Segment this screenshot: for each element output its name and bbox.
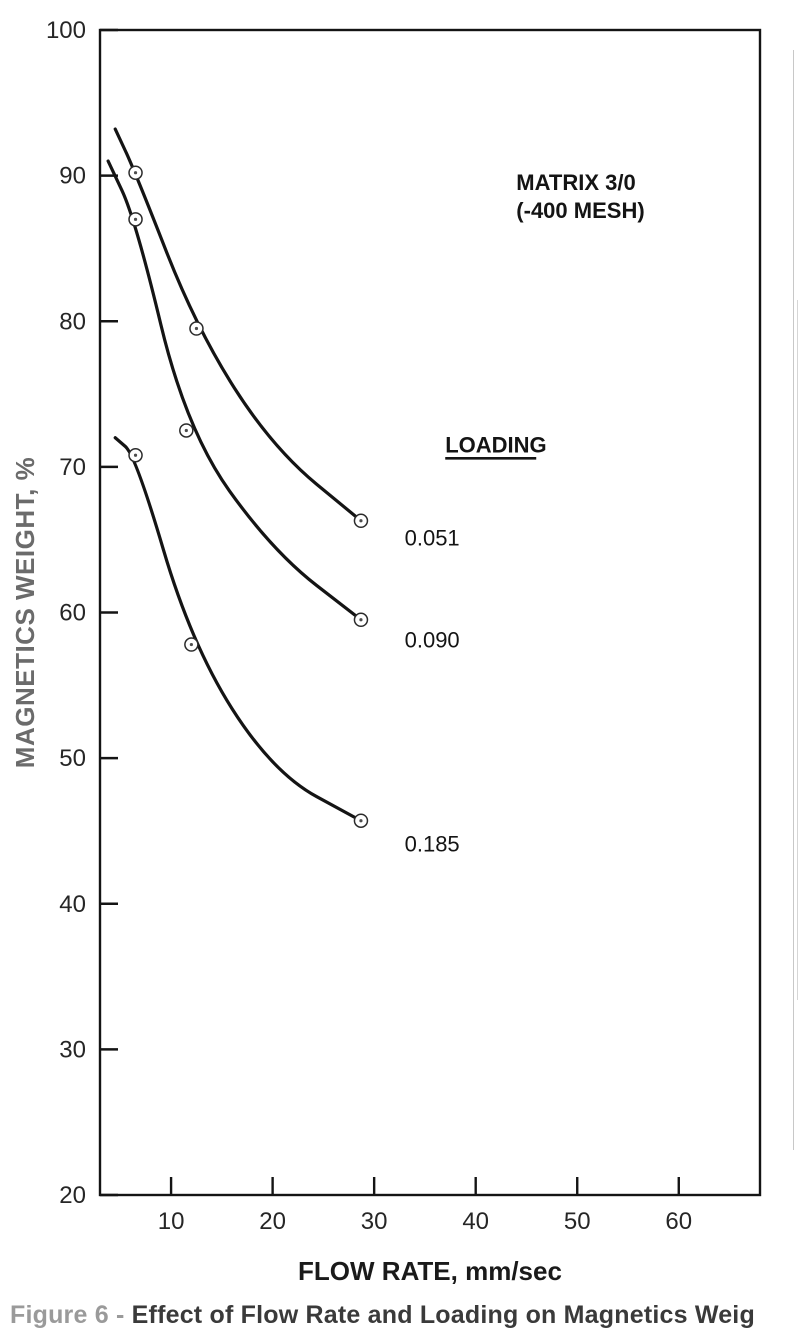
y-tick-label: 90	[59, 163, 86, 190]
y-tick-label: 80	[59, 308, 86, 335]
figure-caption: Figure 6 - Effect of Flow Rate and Loadi…	[0, 1301, 800, 1330]
series-2-label: 0.185	[405, 832, 460, 857]
series-line-0	[115, 129, 361, 521]
y-tick-label: 50	[59, 745, 86, 772]
caption-prefix: Figure 6 -	[10, 1301, 132, 1329]
y-tick-label: 100	[46, 17, 86, 44]
y-tick-label: 60	[59, 600, 86, 627]
matrix-annotation-line1: MATRIX 3/0	[516, 170, 635, 195]
y-tick-label: 20	[59, 1182, 86, 1209]
x-tick-label: 40	[462, 1208, 489, 1235]
x-axis-title: FLOW RATE, mm/sec	[298, 1256, 562, 1286]
x-tick-label: 10	[158, 1208, 185, 1235]
x-tick-label: 50	[564, 1208, 591, 1235]
y-tick-label: 70	[59, 454, 86, 481]
series-1-label: 0.090	[405, 628, 460, 653]
y-axis-title: MAGNETICS WEIGHT, %	[10, 457, 40, 768]
chart-container: 10 20 30 40 50 60 20 30 40 50 60 70 80 90 100 FLOW RATE…	[0, 0, 800, 1336]
y-tick-label: 30	[59, 1036, 86, 1063]
x-tick-label: 30	[361, 1208, 388, 1235]
matrix-annotation-line2: (-400 MESH)	[516, 198, 644, 223]
series-0-label: 0.051	[405, 526, 460, 551]
chart-svg: 10 20 30 40 50 60 20 30 40 50 60 70 80 90 100 FLOW RATE…	[0, 0, 800, 1336]
plot-border	[100, 30, 760, 1195]
series-line-2	[115, 438, 361, 821]
loading-label: LOADING	[445, 432, 546, 457]
x-tick-label: 20	[259, 1208, 286, 1235]
y-tick-label: 40	[59, 891, 86, 918]
caption-text: Effect of Flow Rate and Loading on Magne…	[132, 1301, 755, 1329]
x-tick-label: 60	[665, 1208, 692, 1235]
